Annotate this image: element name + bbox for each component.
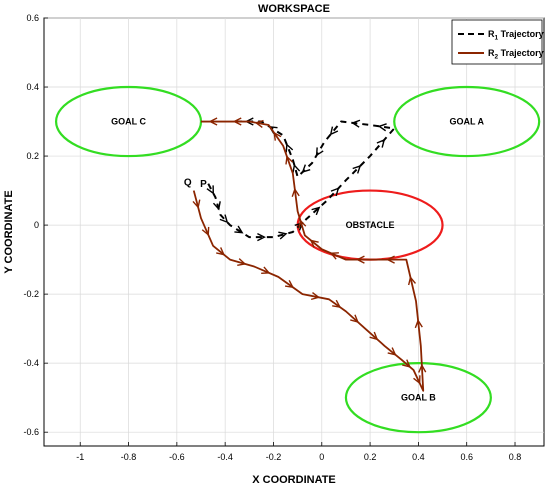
x-axis-label: X COORDINATE [252,474,336,486]
trajectory-arrow [311,206,321,216]
chart-title: WORKSPACE [258,3,330,15]
region-label: GOAL C [111,117,146,127]
legend-r1-suffix: Trajectory [498,29,544,39]
regions-layer: GOAL A GOAL B GOAL C OBSTACLE [54,85,541,434]
x-tick-label: 0 [319,452,324,462]
trajectory-arrow [369,331,379,341]
region-label: OBSTACLE [346,220,395,230]
trajectory-arrow [261,266,271,275]
trajectory-arrow [413,375,421,385]
y-tick-label: 0.4 [26,82,39,92]
region-ellipse [393,85,541,158]
trajectory-arrow [414,318,423,329]
region-ellipse [54,85,203,158]
trajectory-arrow [352,164,362,174]
y-tick-label: -0.6 [23,427,39,437]
trajectory-arrow [201,226,210,237]
y-tick-label: -0.4 [23,358,39,368]
legend-r1-letter: R [488,29,495,39]
trajectory-arrow [208,117,218,126]
y-axis-label: Y COORDINATE [3,190,15,273]
trajectory-arrow [192,199,201,209]
trajectory-arrow [291,187,300,197]
legend-r2-sub: 2 [495,54,499,61]
start-label: Q [184,177,192,188]
trajectory-arrow [284,279,295,289]
region-ellipse [344,362,492,434]
trajectory-arrow [329,252,339,260]
trajectory-arrow [216,247,226,256]
trajectory-arrow [355,255,365,264]
trajectory-arrow [329,126,339,136]
trajectory-arrow [386,255,395,264]
ticks-layer: -1 -0.8 -0.6 -0.4 -0.2 0 0.2 0.4 0.6 0.8 -0.6 -0.4 -… [23,13,521,462]
trajectory-arrow [418,363,427,373]
trajectory-arrow [376,138,386,148]
legend-label-r1: R1 Trajectory [488,29,544,42]
x-tick-label: -0.2 [266,452,282,462]
trajectory-arrow [387,347,397,356]
y-tick-label: -0.2 [23,289,39,299]
legend-r2-letter: R [488,48,495,58]
trajectory-arrow [278,231,288,240]
trajectory-arrow [232,117,242,126]
grid-layer [44,17,544,446]
trajectory-arrow [350,314,359,324]
trajectory-arrow [234,225,244,234]
trajectory-arrow [332,299,342,309]
trajectory-arrow [285,155,294,165]
legend-label-r2: R2 Trajectory [488,48,544,61]
y-tick-label: 0.2 [26,151,39,161]
x-tick-label: 0.2 [364,452,377,462]
trajectory-arrow [273,131,282,141]
x-tick-label: 0.6 [460,452,473,462]
trajectory-line [192,120,425,392]
trajectory-arrow [206,185,214,195]
labels-layer: PQ [184,177,207,190]
trajectory-arrow [292,163,301,174]
legend-box [451,19,543,65]
y-tick-label: 0 [34,220,39,230]
legend-r2-suffix: Trajectory [498,48,544,58]
trajectory-arrow [310,291,321,301]
trajectory-arrow [402,359,411,368]
trajectory-arrow [407,275,417,286]
start-label: P [200,179,207,190]
trajectory-line [207,120,396,239]
x-tick-label: -0.4 [217,452,233,462]
trajectory-arrow [285,143,294,153]
trajectory-arrow [257,233,266,242]
trajectory-arrow [351,119,361,128]
x-tick-label: 0.4 [412,452,425,462]
region-label: GOAL A [449,117,484,127]
x-tick-label: -0.6 [169,452,185,462]
trajectory-arrow [212,201,221,211]
y-tick-label: 0.6 [26,13,39,23]
trajectory-arrow [315,147,324,157]
trajectory-arrow [377,123,387,132]
trajectory-arrow [301,164,311,174]
x-tick-label: -0.8 [121,452,137,462]
trajectory-arrow [330,187,340,197]
trajectory-arrow [309,239,319,248]
region-label: GOAL B [401,393,436,403]
series-layer [192,117,427,392]
x-tick-label: 0.8 [509,452,522,462]
trajectory-arrow [254,119,264,128]
trajectory-arrow [298,218,307,229]
legend: R1 Trajectory R2 Trajectory [451,19,544,65]
legend-r1-sub: 1 [495,35,499,42]
trajectory-arrow [219,214,229,224]
x-tick-label: -1 [76,452,84,462]
trajectory-arrow [237,258,247,267]
